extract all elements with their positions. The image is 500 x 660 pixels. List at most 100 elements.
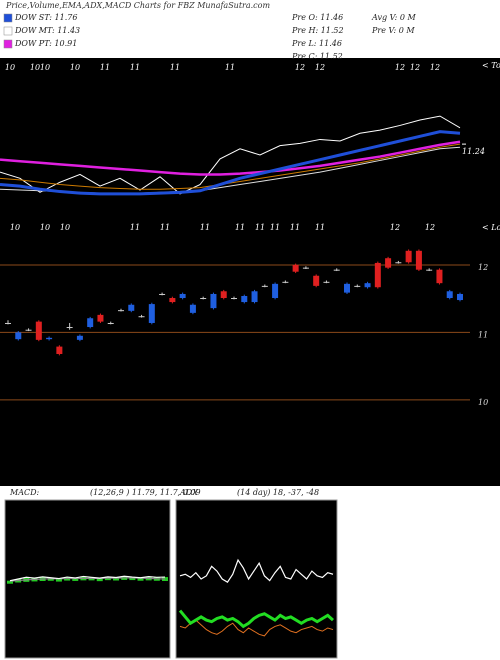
candle-body xyxy=(333,269,340,271)
candle-body xyxy=(282,281,289,283)
date-label: 11 xyxy=(315,223,325,232)
date-label: 11 xyxy=(170,63,180,72)
date-label: 11 xyxy=(235,223,245,232)
candle-body xyxy=(323,281,330,283)
candle-body xyxy=(272,283,279,299)
candle-body xyxy=(436,269,443,284)
series-line xyxy=(9,575,166,582)
candle-body xyxy=(446,291,453,299)
date-label: 11 xyxy=(160,223,170,232)
date-label: 12 xyxy=(315,63,325,72)
candle-body xyxy=(189,304,196,313)
histogram-bar xyxy=(129,577,136,581)
candle-body xyxy=(231,298,237,300)
panel-title: ADX xyxy=(179,488,198,497)
histogram-bar xyxy=(7,580,13,584)
date-label: 12 xyxy=(295,63,305,72)
legend-label: DOW ST: 11.76 xyxy=(14,13,77,22)
series-line xyxy=(0,140,461,176)
stat-label: Pre O: 11.46 xyxy=(291,13,343,22)
panel-subtitle: (12,26,9 ) 11.79, 11.7, 0.09 xyxy=(90,488,201,497)
candle-body xyxy=(138,316,145,318)
candle-body xyxy=(354,285,361,287)
date-label: 11 xyxy=(130,63,140,72)
date-label: 10 xyxy=(30,63,40,72)
y-tick-label: 10 xyxy=(478,398,488,407)
panel-frame xyxy=(4,499,171,659)
panel-subtitle: (14 day) 18, -37, -48 xyxy=(237,488,319,497)
histogram-bar xyxy=(55,578,62,582)
candle-body xyxy=(97,314,104,322)
y-tick-label: 12 xyxy=(478,263,488,272)
date-label: 12 xyxy=(425,223,435,232)
candle-body xyxy=(76,335,83,340)
candle-body xyxy=(251,291,258,303)
y-tick-label: 11 xyxy=(478,330,488,339)
y-tick-label: 11.24 xyxy=(462,147,485,156)
candle-body xyxy=(261,285,268,287)
candle-body xyxy=(56,346,63,355)
stat-label: Avg V: 0 M xyxy=(371,13,416,22)
legend-swatch xyxy=(3,26,13,36)
date-label: 10 xyxy=(5,63,15,72)
date-label: 12 xyxy=(390,223,400,232)
date-label: 12 xyxy=(430,63,440,72)
panel-frame xyxy=(175,499,338,659)
panel-title: MACD: xyxy=(9,488,40,497)
candle-body xyxy=(313,275,320,286)
candle-body xyxy=(374,262,381,288)
candle-body xyxy=(364,283,371,288)
stat-label: Pre H: 11.52 xyxy=(291,26,344,35)
histogram-bar xyxy=(96,578,103,582)
price-background xyxy=(0,58,500,486)
candle-body xyxy=(344,283,350,293)
stat-label: Pre L: 11.46 xyxy=(291,39,342,48)
date-label: 10 xyxy=(10,223,20,232)
candle-body xyxy=(210,293,217,309)
date-label: 10 xyxy=(60,223,70,232)
candle-body xyxy=(220,291,227,299)
legend-label: DOW MT: 11.43 xyxy=(14,26,80,35)
date-label: 11 xyxy=(100,63,110,72)
candle-body xyxy=(128,304,135,311)
candle-body xyxy=(35,321,42,340)
candle-body xyxy=(395,262,402,264)
series-line xyxy=(179,619,334,637)
series-line xyxy=(178,609,335,629)
legend-swatch xyxy=(3,39,13,49)
candle-body xyxy=(66,327,73,329)
candle-body xyxy=(148,304,155,323)
histogram-bar xyxy=(113,577,120,581)
date-label: 12 xyxy=(410,63,420,72)
candle-body xyxy=(107,322,114,324)
date-label: 12 xyxy=(395,63,405,72)
candle-body xyxy=(46,337,53,340)
date-label: 10 xyxy=(70,63,80,72)
candle-body xyxy=(169,298,176,303)
candle-body xyxy=(179,293,186,299)
candle-body xyxy=(118,310,124,312)
candle-body xyxy=(415,250,422,270)
candle-body xyxy=(405,250,412,263)
date-label: 11 xyxy=(130,223,140,232)
candle-body xyxy=(457,293,463,301)
series-line xyxy=(0,115,461,195)
date-label: 11 xyxy=(255,223,265,232)
candle-body xyxy=(15,332,22,340)
candle-body xyxy=(385,258,392,268)
date-label: 10 xyxy=(40,63,50,72)
chart-title: Price,Volume,EMA,ADX,MACD Charts for FBZ… xyxy=(5,1,270,10)
series-line xyxy=(179,558,334,583)
date-label: 11 xyxy=(225,63,235,72)
candle-body xyxy=(292,264,299,272)
candle-body xyxy=(426,269,433,271)
date-label: 11 xyxy=(200,223,210,232)
stat-label: Pre V: 0 M xyxy=(371,26,415,35)
histogram-bar xyxy=(137,577,144,581)
side-label: < Lows xyxy=(482,223,500,232)
series-line xyxy=(0,130,461,196)
stat-label: Pre C: 11.52 xyxy=(291,52,343,61)
legend-swatch xyxy=(3,13,13,23)
